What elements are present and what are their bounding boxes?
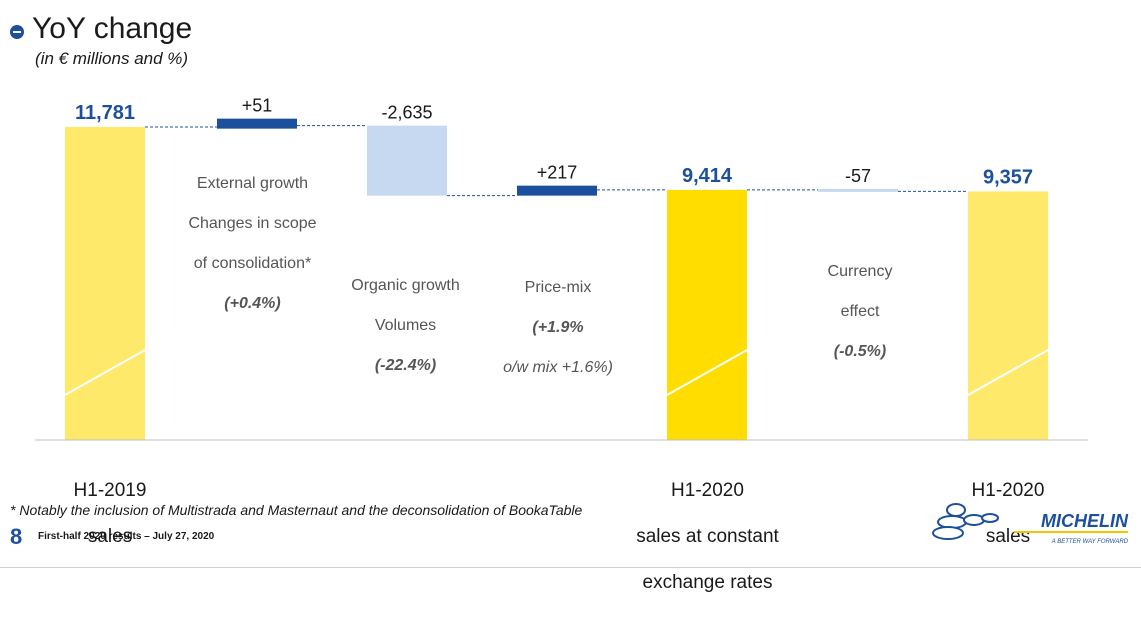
bar-total [968,191,1048,440]
page-number: 8 [10,524,23,549]
bar-stripe [967,349,1049,396]
bar-total [65,127,145,440]
bottom-divider [0,567,1141,568]
annotation-pct: (+1.9% [532,319,584,336]
category-line: sales [87,526,133,547]
annotation-line: Organic growth [351,277,460,294]
waterfall-chart: 11,781 +51 -2,635 +217 9,414 -57 9,357 [35,96,1088,441]
logo-word: MICHELIN [1041,511,1129,531]
footer-text: First-half 2020 results – July 27, 2020 [38,531,215,542]
annotation-line: Volumes [374,317,437,334]
bar-total [667,189,747,440]
annotation-line: Changes in scope [188,215,317,232]
category-line: H1-2020 [971,480,1045,501]
annotation-pct: (-0.5%) [833,343,887,360]
annotation-line: Price-mix [524,279,592,296]
data-label-total: 9,357 [983,166,1033,188]
annotation-line: of consolidation* [193,255,312,272]
annotation-pct: (+0.4%) [224,295,281,312]
data-label-delta: -2,635 [381,103,432,123]
data-label-delta: +217 [537,163,578,183]
annotation-pct: (-22.4%) [374,357,437,374]
annotation-line: External growth [196,175,309,192]
page-title: YoY change [32,12,193,45]
category-line: exchange rates [642,572,773,593]
annotation-external-growth: External growth Changes in scope of cons… [170,154,335,334]
logo-underline [1014,531,1128,533]
data-label-total: 9,414 [682,165,733,187]
annotation-organic-growth: Organic growth Volumes (-22.4%) [333,256,478,396]
bar-delta [367,125,447,196]
category-label-constant-fx: H1-2020 sales at constant exchange rates [620,456,795,617]
footnote: * Notably the inclusion of Multistrada a… [10,502,583,518]
bar-stripe [64,349,146,396]
category-line: sales at constant [636,526,779,547]
category-line: H1-2020 [671,480,744,501]
bar-delta [818,188,898,192]
bibendum-icon [932,503,999,540]
title-row: YoY change [10,12,192,46]
category-label-h1-2019: H1-2019 sales [50,456,170,571]
annotation-price-mix: Price-mix (+1.9% o/w mix +1.6%) [488,258,628,398]
bar-delta [517,185,597,196]
logo-tagline: A BETTER WAY FORWARD [1051,539,1129,545]
bar-stripe [666,349,748,396]
data-label-delta: -57 [845,166,871,186]
annotation-line: Currency [827,263,893,280]
annotation-currency: Currency effect (-0.5%) [800,242,920,382]
page-subtitle: (in € millions and %) [35,49,189,68]
bar-delta [217,118,297,129]
michelin-logo: MICHELIN A BETTER WAY FORWARD [932,503,1129,545]
data-label-total: 11,781 [75,102,135,124]
annotation-note: o/w mix +1.6%) [503,359,613,376]
data-label-delta: +51 [242,96,273,116]
annotation-line: effect [840,303,880,320]
bullet-icon [10,25,24,39]
category-line: H1-2019 [73,480,147,501]
